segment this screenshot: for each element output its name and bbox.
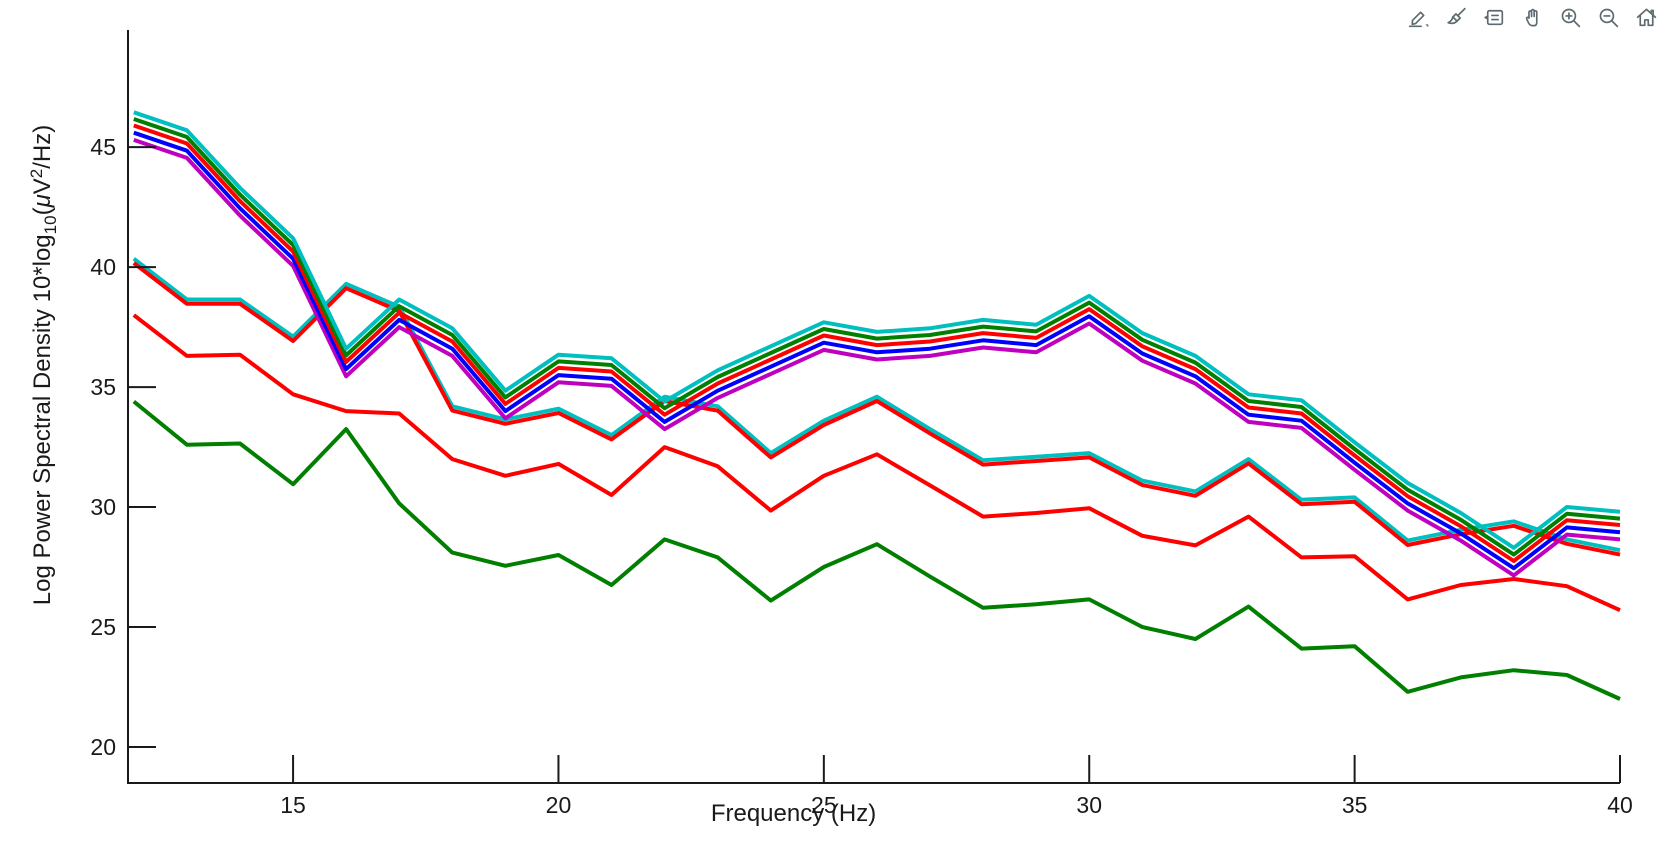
home-icon (1634, 5, 1659, 33)
home-button[interactable] (1634, 6, 1659, 31)
axes-toolbar (1406, 6, 1659, 31)
export-button[interactable] (1406, 6, 1431, 31)
x-axis-label: Frequency (Hz) (0, 800, 1671, 828)
zoom-out-button[interactable] (1596, 6, 1621, 31)
series-line-single-green (132, 399, 1621, 701)
series-line-pair-red (132, 261, 1621, 557)
x-tick-label: 25 (811, 792, 837, 818)
x-tick-label: 30 (1076, 792, 1102, 818)
brush-icon (1444, 5, 1469, 33)
series-line-pair-cyan (132, 257, 1621, 553)
pan-button[interactable] (1520, 6, 1545, 31)
y-tick-label: 30 (90, 494, 116, 520)
datatips-icon (1482, 5, 1507, 33)
y-tick-label: 20 (90, 734, 116, 760)
y-tick-label: 25 (90, 614, 116, 640)
x-tick-label: 35 (1342, 792, 1368, 818)
zoom-out-icon (1596, 5, 1621, 33)
zoom-in-icon (1558, 5, 1583, 33)
y-tick-label: 45 (90, 134, 116, 160)
series-line-bundle-green (133, 117, 1621, 557)
zoom-in-button[interactable] (1558, 6, 1583, 31)
x-axis-label-text: Frequency (Hz) (710, 800, 877, 827)
x-tick-label: 15 (280, 792, 306, 818)
y-tick-label: 35 (90, 374, 116, 400)
pan-icon (1520, 5, 1545, 33)
series-line-bundle-cyan (133, 110, 1621, 550)
series-line-single-red (132, 313, 1621, 613)
y-tick-label: 40 (90, 254, 116, 280)
axis-spines (127, 30, 1620, 784)
series-line-bundle-blue (133, 130, 1621, 571)
x-tick-label: 40 (1607, 792, 1633, 818)
series-line-bundle-magenta (133, 138, 1621, 578)
y-axis-label: Log Power Spectral Density 10*log10(μV2/… (27, 124, 60, 606)
datatips-button[interactable] (1482, 6, 1507, 31)
series-line-bundle-red (133, 123, 1621, 563)
brush-button[interactable] (1444, 6, 1469, 31)
export-icon (1406, 5, 1431, 33)
x-tick-label: 20 (546, 792, 572, 818)
